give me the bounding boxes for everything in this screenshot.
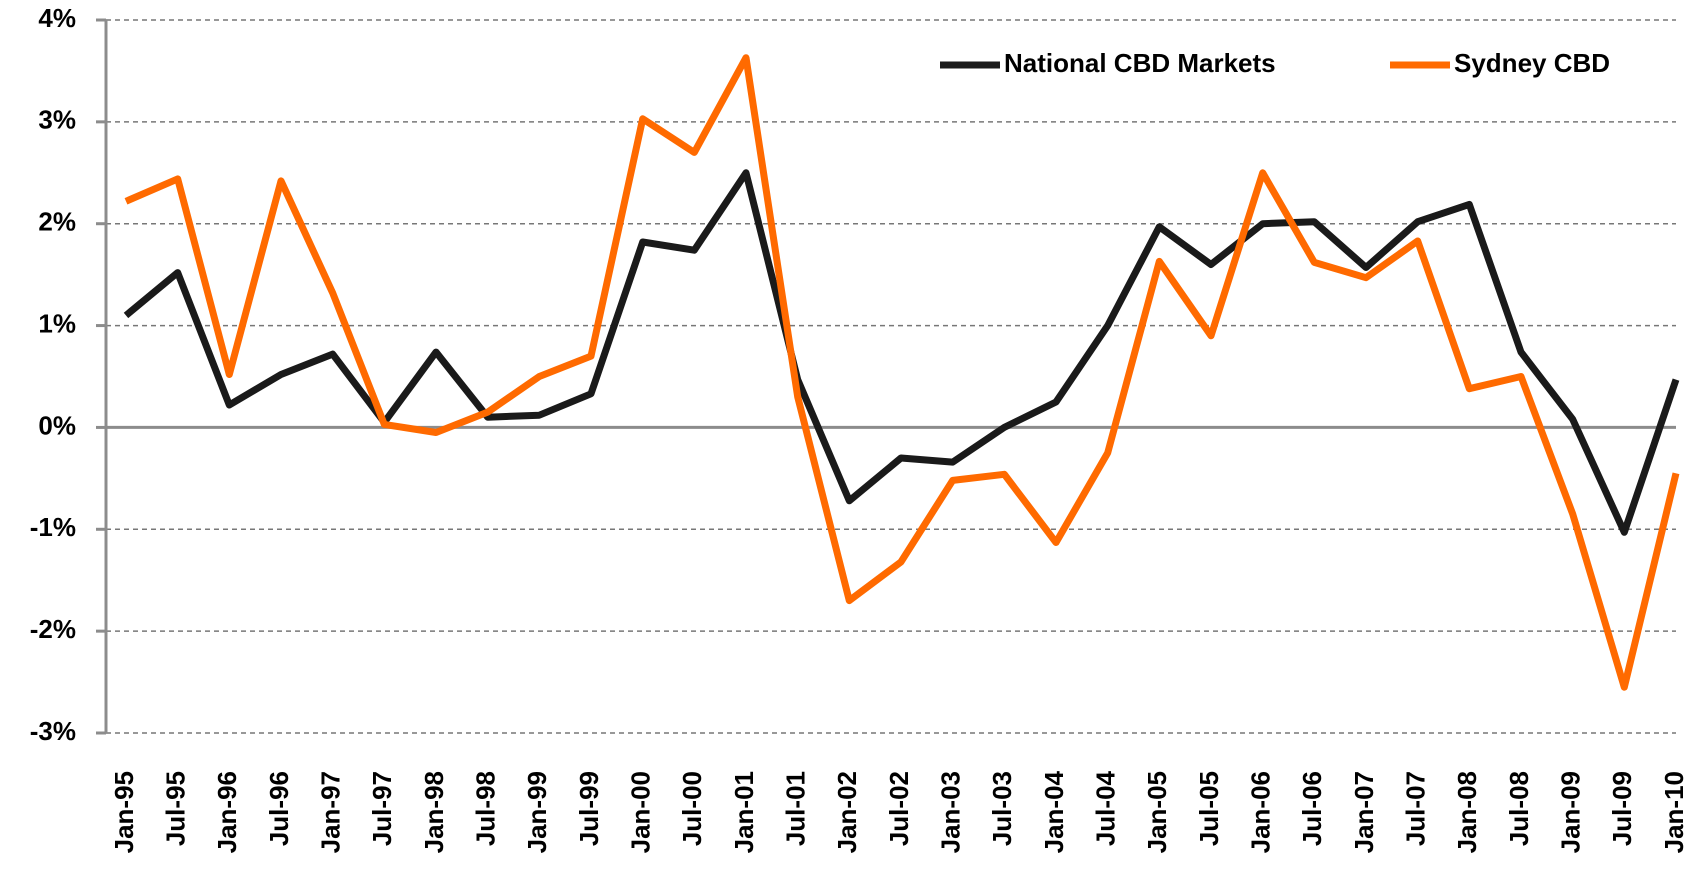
x-tick-label: Jan-10 <box>1659 771 1689 853</box>
y-tick-label: -3% <box>30 716 76 746</box>
x-tick-label: Jul-07 <box>1401 771 1431 846</box>
x-tick-label: Jul-95 <box>161 771 191 846</box>
x-tick-label: Jan-03 <box>936 771 966 853</box>
y-tick-label: 2% <box>38 207 76 237</box>
y-tick-label: -1% <box>30 512 76 542</box>
x-tick-label: Jan-06 <box>1246 771 1276 853</box>
x-tick-label: Jul-02 <box>884 771 914 846</box>
legend-label: National CBD Markets <box>1004 48 1276 78</box>
x-tick-label: Jul-99 <box>574 771 604 846</box>
series-line <box>124 54 1680 691</box>
x-tick-label: Jul-03 <box>987 771 1017 846</box>
y-tick-label: 4% <box>38 3 76 33</box>
x-tick-label: Jan-01 <box>729 771 759 853</box>
x-tick-label: Jul-09 <box>1607 771 1637 846</box>
x-tick-label: Jan-09 <box>1556 771 1586 853</box>
x-tick-label: Jul-05 <box>1194 771 1224 846</box>
x-tick-label: Jan-97 <box>316 771 346 853</box>
x-tick-label: Jul-97 <box>367 771 397 846</box>
x-tick-label: Jan-96 <box>212 771 242 853</box>
x-tick-label: Jul-08 <box>1504 771 1534 846</box>
x-tick-label: Jul-98 <box>471 771 501 846</box>
legend-label: Sydney CBD <box>1454 48 1610 78</box>
x-tick-label: Jan-07 <box>1349 771 1379 853</box>
x-tick-label: Jul-96 <box>264 771 294 846</box>
x-tick-label: Jul-04 <box>1091 770 1121 846</box>
x-tick-label: Jan-04 <box>1039 770 1069 853</box>
x-tick-label: Jan-95 <box>109 771 139 853</box>
y-tick-label: 0% <box>38 410 76 440</box>
x-tick-label: Jan-00 <box>626 771 656 853</box>
x-tick-label: Jan-02 <box>832 771 862 853</box>
y-tick-label: 1% <box>38 308 76 338</box>
x-tick-label: Jan-08 <box>1452 771 1482 853</box>
x-tick-label: Jul-01 <box>781 771 811 846</box>
x-tick-label: Jul-00 <box>677 771 707 846</box>
x-tick-label: Jan-98 <box>419 771 449 853</box>
x-tick-label: Jan-05 <box>1142 771 1172 853</box>
x-tick-label: Jan-99 <box>522 771 552 853</box>
x-tick-label: Jul-06 <box>1297 771 1327 846</box>
y-tick-label: 3% <box>38 105 76 135</box>
y-tick-label: -2% <box>30 614 76 644</box>
